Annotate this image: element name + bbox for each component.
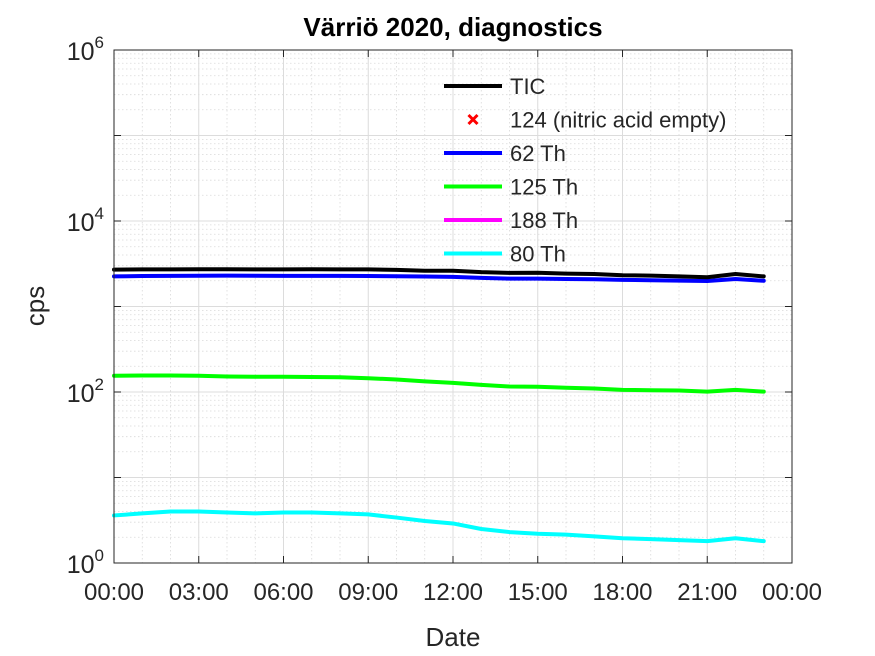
chart-title: Värriö 2020, diagnostics — [303, 12, 602, 42]
x-tick-labels: 00:00 03:00 06:00 09:00 12:00 15:00 18:00 21:00… — [84, 579, 822, 606]
legend-label: 188 Th — [510, 208, 578, 233]
x-tick-label: 00:00 — [762, 579, 822, 606]
legend-label: 125 Th — [510, 175, 578, 200]
x-tick-label: 12:00 — [423, 579, 483, 606]
y-tick-label: 100 — [67, 546, 104, 579]
x-tick-label: 06:00 — [253, 579, 313, 606]
legend-label: 124 (nitric acid empty) — [510, 108, 726, 133]
x-tick-label: 18:00 — [592, 579, 652, 606]
legend-label: 62 Th — [510, 141, 566, 166]
x-tick-label: 09:00 — [338, 579, 398, 606]
series-line-80 — [112, 509, 766, 544]
series-line-tic — [112, 267, 766, 280]
x-tick-label: 21:00 — [677, 579, 737, 606]
axis-ticks — [113, 49, 793, 564]
y-tick-labels: 100 102 104 106 — [67, 33, 104, 579]
series-line-125 — [112, 373, 766, 394]
y-tick-label: 102 — [67, 375, 104, 408]
y-axis-label: cps — [20, 286, 50, 326]
x-tick-label: 00:00 — [84, 579, 144, 606]
y-tick-label: 106 — [67, 33, 104, 66]
x-tick-label: 15:00 — [508, 579, 568, 606]
x-tick-label: 03:00 — [169, 579, 229, 606]
legend-label: TIC — [510, 74, 546, 99]
series-lines — [112, 267, 766, 544]
x-axis-label: Date — [426, 622, 481, 652]
legend-marker-x — [467, 113, 479, 126]
series-line-62 — [112, 273, 766, 283]
legend-label: 80 Th — [510, 242, 566, 267]
legend: TIC 124 (nitric acid empty) 62 Th 125 Th 188… — [444, 74, 726, 267]
y-tick-label: 104 — [67, 204, 104, 237]
